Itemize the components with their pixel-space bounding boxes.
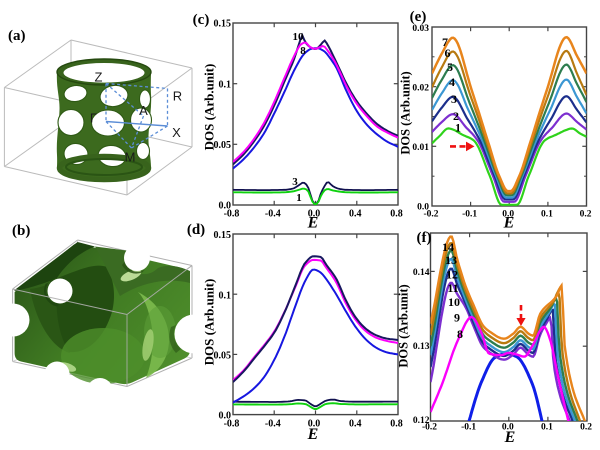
svg-text:0.13: 0.13: [413, 342, 430, 352]
svg-text:X: X: [172, 125, 181, 140]
svg-text:0.4: 0.4: [349, 419, 362, 430]
svg-text:(c): (c): [193, 12, 210, 28]
svg-text:(d): (d): [187, 222, 205, 238]
svg-text:10: 10: [293, 31, 305, 43]
svg-text:-0.8: -0.8: [224, 419, 240, 430]
svg-text:1: 1: [455, 121, 461, 135]
svg-text:0.0: 0.0: [417, 203, 429, 213]
svg-text:13: 13: [445, 253, 457, 267]
svg-text:Z: Z: [95, 70, 103, 85]
svg-text:10: 10: [448, 295, 460, 309]
svg-text:E: E: [504, 429, 516, 446]
svg-text:0.0: 0.0: [219, 411, 232, 422]
svg-text:0.8: 0.8: [390, 419, 403, 430]
svg-text:0.0: 0.0: [502, 423, 514, 433]
svg-text:0.02: 0.02: [412, 84, 429, 94]
svg-text:0.0: 0.0: [308, 209, 321, 220]
svg-text:5: 5: [447, 60, 453, 74]
svg-text:0.2: 0.2: [580, 423, 592, 433]
svg-text:-0.1: -0.1: [461, 423, 476, 433]
svg-text:-0.2: -0.2: [423, 210, 438, 220]
svg-text:0.0: 0.0: [502, 210, 514, 220]
svg-text:0.0: 0.0: [308, 419, 321, 430]
svg-text:(e): (e): [410, 9, 427, 25]
svg-text:DOS (Arb.unit): DOS (Arb.unit): [397, 284, 411, 367]
svg-text:0.1: 0.1: [219, 80, 232, 91]
svg-text:9: 9: [454, 311, 460, 325]
svg-text:-0.8: -0.8: [224, 209, 240, 220]
svg-text:(b): (b): [12, 223, 30, 239]
svg-text:M: M: [125, 150, 136, 165]
svg-text:(f): (f): [417, 230, 432, 246]
svg-text:0.05: 0.05: [214, 140, 232, 151]
svg-text:DOS (Arb.unit): DOS (Arb.unit): [202, 64, 217, 151]
svg-text:DOS (Arb.unit): DOS (Arb.unit): [202, 279, 217, 366]
svg-text:14: 14: [442, 240, 454, 254]
svg-text:0.01: 0.01: [412, 143, 429, 153]
svg-text:0.12: 0.12: [413, 416, 430, 426]
svg-text:-0.4: -0.4: [265, 419, 281, 430]
svg-text:0.1: 0.1: [541, 210, 553, 220]
svg-text:E: E: [503, 215, 515, 232]
svg-text:-0.2: -0.2: [422, 423, 437, 433]
svg-text:3: 3: [292, 176, 298, 188]
svg-text:0.15: 0.15: [214, 19, 232, 30]
svg-text:E: E: [307, 426, 319, 443]
svg-text:1: 1: [296, 192, 302, 204]
svg-text:12: 12: [446, 268, 458, 282]
svg-text:DOS (Arb.unit): DOS (Arb.unit): [399, 71, 413, 154]
svg-text:0.2: 0.2: [580, 210, 592, 220]
svg-text:(a): (a): [8, 28, 26, 44]
svg-text:11: 11: [447, 281, 458, 295]
svg-text:6: 6: [445, 46, 451, 60]
svg-text:8: 8: [457, 327, 463, 341]
svg-text:0.4: 0.4: [349, 209, 362, 220]
svg-text:A: A: [139, 103, 148, 118]
svg-text:8: 8: [300, 45, 306, 57]
svg-text:0.03: 0.03: [412, 24, 429, 34]
svg-text:7: 7: [442, 35, 448, 49]
svg-text:0.14: 0.14: [413, 268, 430, 278]
svg-text:0.0: 0.0: [219, 201, 232, 212]
svg-text:4: 4: [449, 75, 455, 89]
svg-text:0.15: 0.15: [214, 230, 232, 241]
svg-text:2: 2: [453, 109, 459, 123]
svg-text:Γ: Γ: [90, 111, 97, 126]
svg-text:-0.4: -0.4: [265, 209, 281, 220]
svg-text:0.05: 0.05: [214, 351, 232, 362]
svg-text:0.8: 0.8: [390, 209, 403, 220]
svg-text:E: E: [307, 215, 319, 232]
svg-text:0.1: 0.1: [219, 291, 232, 302]
svg-text:3: 3: [451, 92, 457, 106]
svg-text:0.1: 0.1: [541, 423, 553, 433]
svg-text:R: R: [173, 89, 182, 104]
svg-text:-0.1: -0.1: [462, 210, 477, 220]
